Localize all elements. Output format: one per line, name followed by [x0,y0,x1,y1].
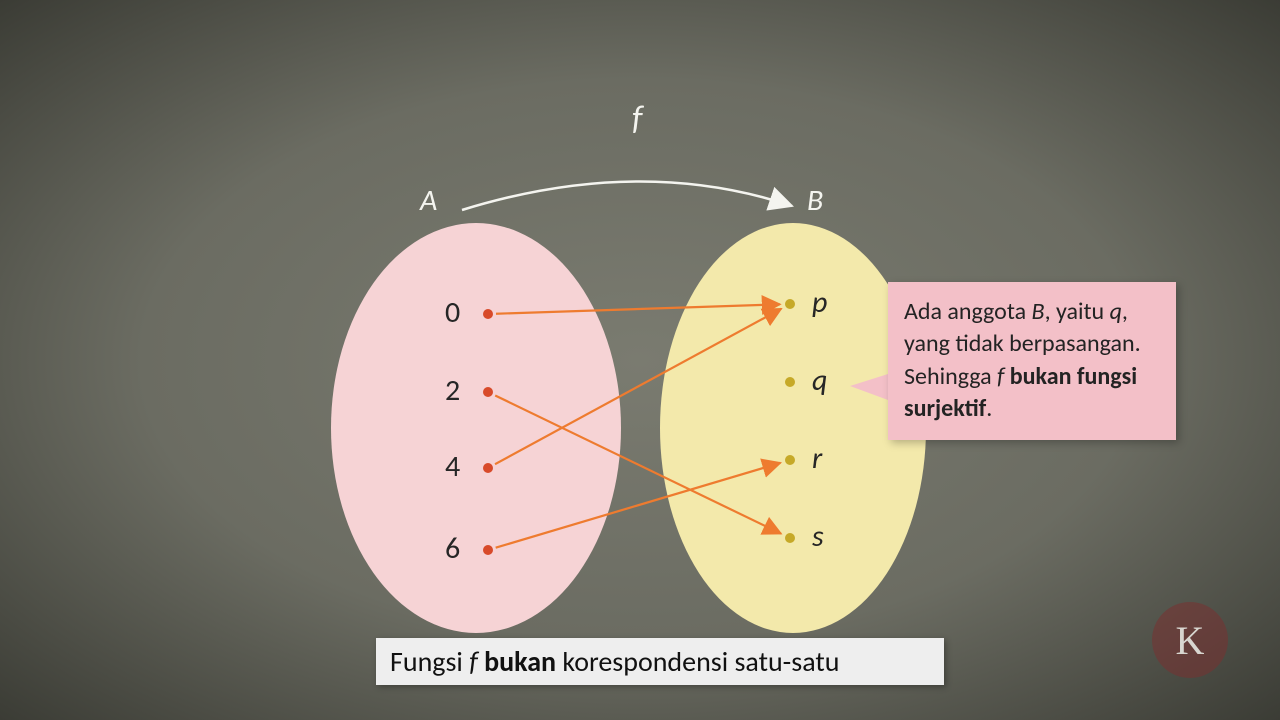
element-label-0: 0 [445,298,460,328]
element-dot-r [785,455,795,465]
element-dot-q [785,377,795,387]
element-dot-s [785,533,795,543]
watermark-letter: K [1176,617,1205,664]
watermark-logo: K [1152,602,1228,678]
element-dot-0 [483,309,493,319]
element-label-4: 4 [445,452,460,482]
element-dot-6 [483,545,493,555]
element-label-2: 2 [445,376,460,406]
explanation-callout: Ada anggota B, yaitu q, yang tidak berpa… [888,282,1176,440]
element-label-p: p [812,288,827,318]
element-label-q: q [812,366,827,396]
element-label-r: r [812,444,822,474]
caption-box: Fungsi f bukan korespondensi satu-satu [376,638,944,685]
element-label-6: 6 [445,534,460,564]
diagram-stage: A B f 0 2 4 6 p q r s Ada anggota B, yaitu q, y… [0,0,1280,720]
element-dot-p [785,299,795,309]
element-dot-4 [483,463,493,473]
set-b-label: B [807,182,823,219]
set-a-label: A [420,182,437,219]
element-dot-2 [483,387,493,397]
function-label: f [632,98,642,139]
element-label-s: s [812,522,824,552]
